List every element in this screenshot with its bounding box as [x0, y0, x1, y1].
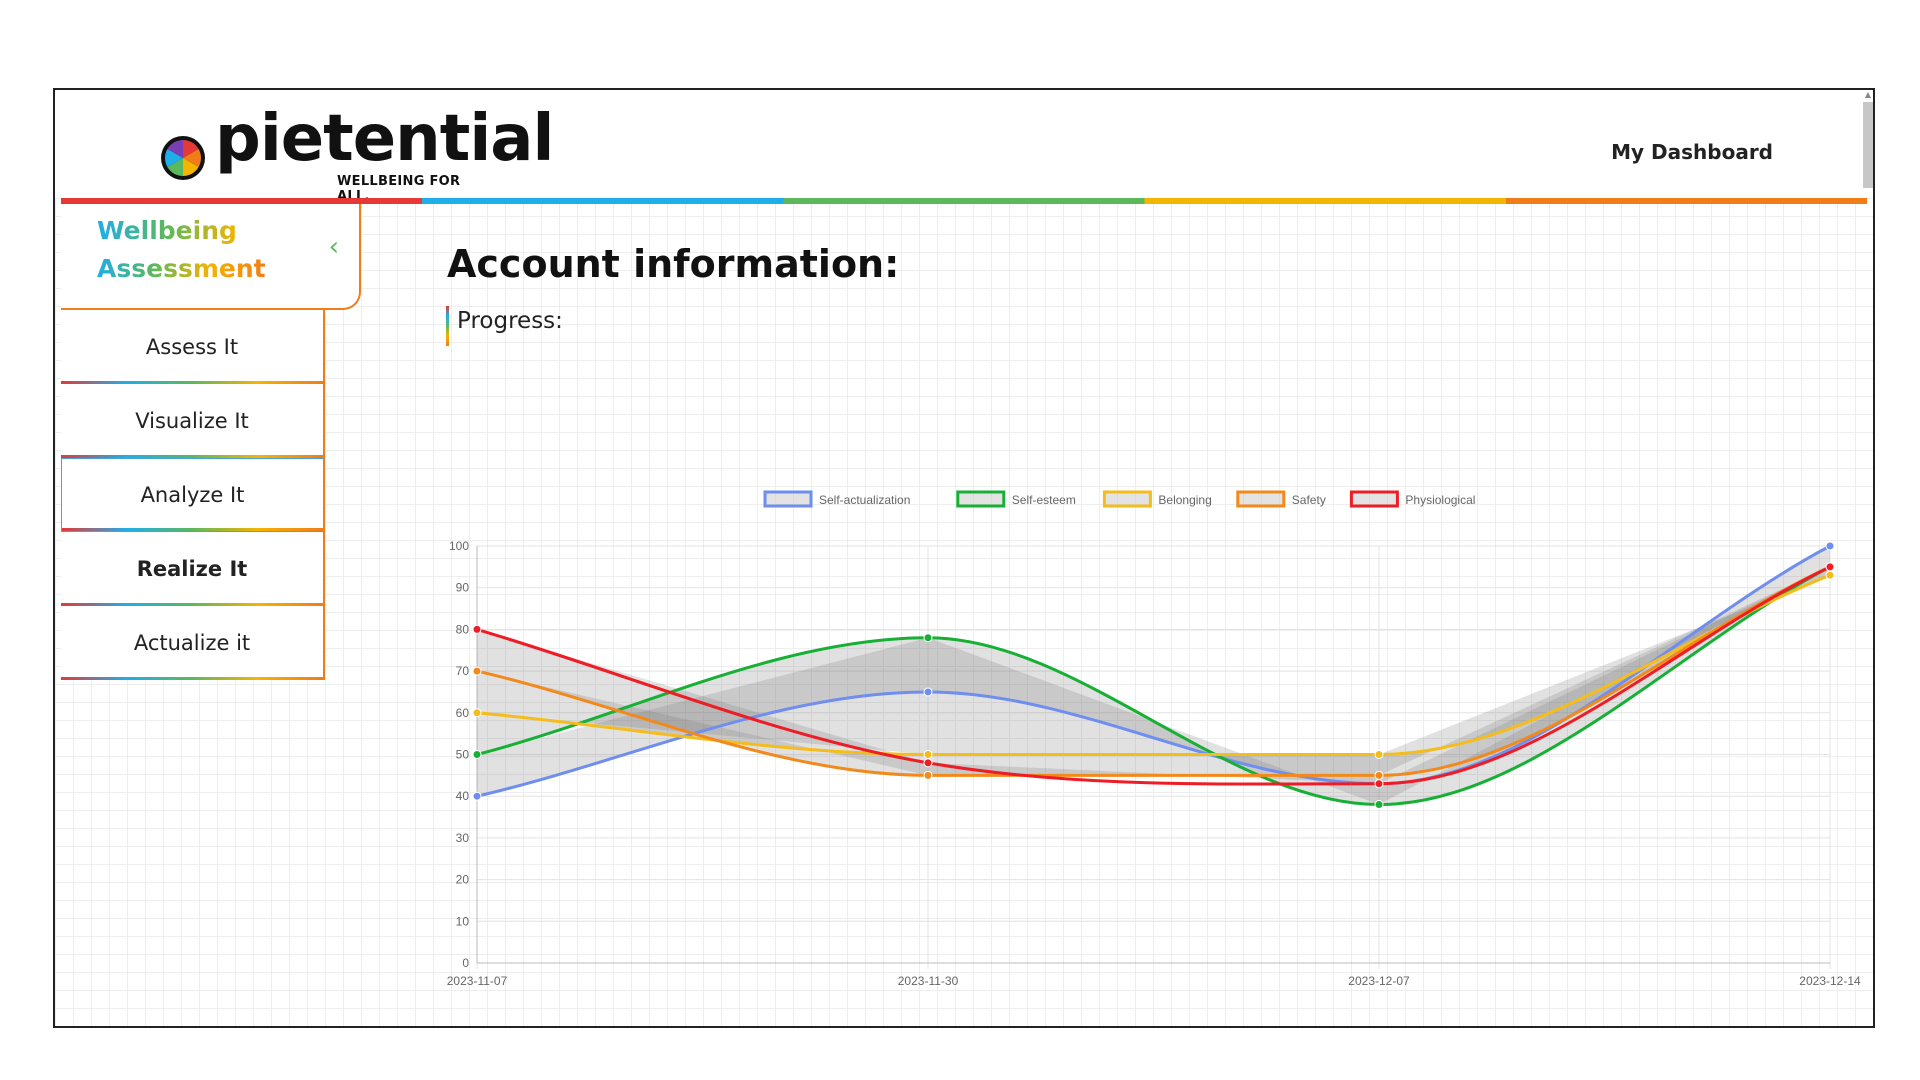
- y-tick-label: 40: [456, 789, 470, 803]
- scroll-up-icon[interactable]: ▲: [1864, 90, 1872, 99]
- logo-wordmark: pietential: [215, 102, 554, 176]
- data-point: [923, 687, 933, 697]
- legend-label: Self-esteem: [1012, 493, 1076, 507]
- series-line-self-esteem: [476, 565, 1831, 807]
- data-point: [1374, 800, 1384, 810]
- sidebar-item-label: Actualize it: [133, 631, 251, 655]
- progress-accent-bar: [446, 306, 449, 346]
- data-point: [1825, 562, 1835, 572]
- y-tick-label: 60: [456, 706, 470, 720]
- brand-logo[interactable]: pietential WELLBEING FOR ALL.: [155, 102, 554, 204]
- my-dashboard-link[interactable]: My Dashboard: [1611, 140, 1773, 164]
- y-tick-label: 70: [456, 664, 470, 678]
- data-point: [1825, 541, 1835, 551]
- legend-swatch: [1236, 490, 1286, 508]
- sidebar: Wellbeing Assessment ‹ Assess It Visuali…: [61, 204, 361, 680]
- y-tick-label: 0: [462, 956, 469, 970]
- series-fill-area: [477, 566, 1830, 805]
- sidebar-item-assess-it[interactable]: Assess It: [61, 310, 325, 384]
- sidebar-item-visualize-it[interactable]: Visualize It: [61, 384, 325, 458]
- data-point: [1374, 770, 1384, 780]
- y-tick-label: 80: [456, 622, 470, 636]
- series-line-safety: [476, 565, 1831, 777]
- x-tick-label: 2023-12-14: [1799, 974, 1861, 988]
- data-point: [1374, 779, 1384, 789]
- legend-swatch: [763, 490, 813, 508]
- x-tick-label: 2023-11-07: [447, 974, 508, 988]
- data-point: [472, 791, 482, 801]
- data-point: [472, 666, 482, 676]
- legend-swatch: [956, 490, 1006, 508]
- data-point: [1374, 750, 1384, 759]
- legend-swatch: [1349, 490, 1399, 508]
- page-title: Account information:: [447, 242, 900, 286]
- sidebar-item-label: Realize It: [136, 557, 248, 581]
- y-tick-label: 50: [456, 748, 470, 762]
- progress-line-chart: 0 10 20 30 40 50 60 70 80 90 100 2023-11-07 2023-11-…: [447, 490, 1861, 988]
- data-point: [923, 750, 933, 759]
- x-tick-label: 2023-12-07: [1348, 974, 1410, 988]
- top-header: pietential WELLBEING FOR ALL. My Dashboa…: [55, 90, 1873, 204]
- data-point: [923, 770, 933, 780]
- sidebar-item-realize-it[interactable]: Realize It: [61, 532, 325, 606]
- progress-label: Progress:: [457, 308, 563, 334]
- series-line-belonging: [476, 573, 1831, 756]
- data-point: [1825, 570, 1835, 580]
- y-tick-label: 10: [456, 914, 470, 928]
- sidebar-item-label: Visualize It: [135, 409, 249, 433]
- series-line-self-actualization: [476, 544, 1831, 798]
- header-rainbow-divider: [61, 198, 1867, 204]
- legend-label: Safety: [1292, 493, 1326, 507]
- color-wheel-icon: [161, 136, 205, 180]
- legend-label: Belonging: [1158, 493, 1211, 507]
- data-point: [472, 708, 482, 718]
- data-point: [472, 624, 482, 634]
- sidebar-header: Wellbeing Assessment ‹: [61, 204, 361, 310]
- y-tick-label: 100: [449, 539, 469, 553]
- data-point: [923, 758, 933, 768]
- data-point: [923, 633, 933, 643]
- chevron-left-icon[interactable]: ‹: [328, 232, 339, 262]
- legend-label: Physiological: [1405, 493, 1475, 507]
- legend-label: Self-actualization: [819, 493, 910, 507]
- data-point: [472, 750, 482, 759]
- y-tick-label: 20: [456, 873, 470, 887]
- legend-swatch: [1102, 490, 1152, 508]
- sidebar-item-analyze-it[interactable]: Analyze It: [61, 458, 325, 532]
- sidebar-item-actualize-it[interactable]: Actualize it: [61, 606, 325, 680]
- sidebar-item-label: Analyze It: [140, 483, 245, 507]
- y-tick-label: 90: [456, 581, 470, 595]
- sidebar-title-line2: Assessment: [97, 254, 266, 283]
- x-tick-label: 2023-11-30: [898, 974, 959, 988]
- app-window: pietential WELLBEING FOR ALL. My Dashboa…: [53, 88, 1875, 1028]
- series-line-physiological: [476, 565, 1831, 786]
- sidebar-title-line1: Wellbeing: [97, 216, 237, 245]
- vertical-scrollbar[interactable]: [1863, 102, 1873, 188]
- sidebar-item-label: Assess It: [145, 335, 239, 359]
- y-tick-label: 30: [456, 831, 470, 845]
